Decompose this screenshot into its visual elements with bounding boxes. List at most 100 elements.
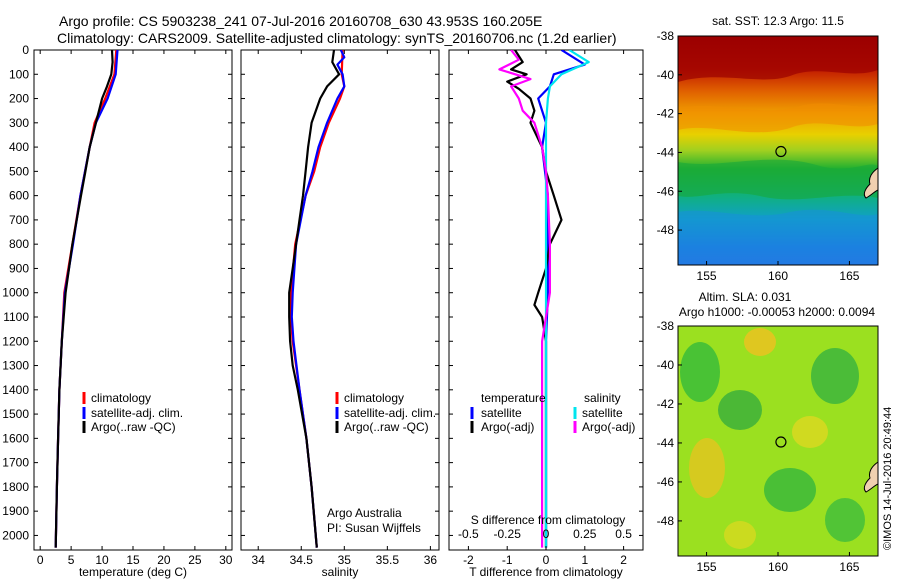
depth-tick-label: 800 xyxy=(9,237,29,251)
imos-stamp: ©IMOS 14-Jul-2016 20:49:44 xyxy=(882,407,894,550)
map-y-tick-label: -40 xyxy=(657,68,675,82)
sla-blob xyxy=(744,328,776,356)
depth-tick-label: 500 xyxy=(9,164,29,178)
x-tick-label: 34.5 xyxy=(290,553,314,567)
series-line-s-argo-adj- xyxy=(498,50,552,548)
map-x-tick-label: 160 xyxy=(768,560,788,574)
depth-tick-label: 600 xyxy=(9,189,29,203)
s-difference-axis-label: S difference from climatology xyxy=(471,513,626,527)
depth-tick-label: 1100 xyxy=(3,310,29,324)
depth-tick-label: 300 xyxy=(9,116,29,130)
pi-label: PI: Susan Wijffels xyxy=(327,521,421,535)
sla-argo-marker xyxy=(775,436,787,448)
sla-blob xyxy=(764,468,816,512)
depth-tick-label: 1000 xyxy=(2,286,29,300)
sst-green-band xyxy=(678,159,878,200)
temperature-legend: climatology satellite-adj. clim. Argo(..… xyxy=(82,391,183,434)
sla-blob xyxy=(689,438,725,498)
sst-cool-band xyxy=(678,209,878,265)
depth-tick-label: 1700 xyxy=(2,456,29,470)
map-y-tick-label: -42 xyxy=(657,397,675,411)
temperature-series xyxy=(54,50,119,548)
depth-tick-label: 900 xyxy=(9,261,29,275)
x-tick-label: 34 xyxy=(252,553,266,567)
salinity-series xyxy=(288,50,346,548)
map-y-tick-label: -40 xyxy=(657,358,675,372)
map-x-tick-label: 160 xyxy=(768,269,788,283)
x-top-tick-label: -0.5 xyxy=(458,527,479,541)
sla-map xyxy=(678,326,878,556)
legend-title-salinity: salinity xyxy=(584,391,621,405)
x-tick-label: 5 xyxy=(68,553,75,567)
t-difference-axis-label: T difference from climatology xyxy=(469,565,623,579)
sst-map-axes: 155 160 165 -38 -40 -42 -44 -46 -48 xyxy=(657,29,860,283)
x-tick-label: 25 xyxy=(188,553,202,567)
map-y-tick-label: -48 xyxy=(657,514,675,528)
depth-tick-label: 100 xyxy=(9,67,29,81)
map-x-tick-label: 165 xyxy=(839,269,859,283)
sst-argo-marker xyxy=(775,145,787,158)
depth-tick-label: 2000 xyxy=(2,528,29,542)
salinity-legend: climatology satellite-adj. clim. Argo(..… xyxy=(335,391,436,434)
depth-tick-label: 1600 xyxy=(2,431,29,445)
map-y-tick-label: -44 xyxy=(657,436,675,450)
x-tick-label: 10 xyxy=(95,553,109,567)
legend-label-argo: Argo(..raw -QC) xyxy=(344,420,429,434)
sst-front-1 xyxy=(678,103,878,133)
depth-tick-label: 400 xyxy=(9,140,29,154)
depth-tick-label: 1400 xyxy=(2,383,29,397)
depth-tick-label: 1300 xyxy=(2,359,29,373)
sla-map-title-1: Altim. SLA: 0.031 xyxy=(699,290,792,304)
institution-label: Argo Australia xyxy=(327,506,402,520)
legend-label-s-satellite: satellite xyxy=(582,406,623,420)
depth-tick-label: 0 xyxy=(22,43,29,57)
x-top-tick-label: 0.25 xyxy=(573,527,597,541)
legend-label-s-argo: Argo(-adj) xyxy=(582,420,635,434)
temperature-x-axis: 0 5 10 15 20 25 30 xyxy=(37,50,233,567)
map-x-tick-label: 155 xyxy=(697,269,717,283)
salinity-axis-label: salinity xyxy=(322,565,359,579)
legend-label-argo: Argo(..raw -QC) xyxy=(91,420,176,434)
x-tick-label: 36 xyxy=(424,553,438,567)
depth-tick-label: 1200 xyxy=(2,334,29,348)
map-x-tick-label: 155 xyxy=(697,560,717,574)
legend-title-temperature: temperature xyxy=(481,391,546,405)
x-top-tick-label: 0 xyxy=(543,527,550,541)
sla-map-axes: 155 160 165 -38 -40 -42 -44 -46 -48 xyxy=(657,319,860,574)
x-top-tick-label: 0.5 xyxy=(615,527,632,541)
x-top-tick-label: -0.25 xyxy=(494,527,522,541)
sla-blob xyxy=(825,498,865,542)
depth-tick-label: 1500 xyxy=(2,407,29,421)
sst-map xyxy=(678,36,878,265)
legend-label-satellite: satellite-adj. clim. xyxy=(91,406,183,420)
x-tick-label: 20 xyxy=(157,553,171,567)
sla-blob xyxy=(724,521,756,549)
x-tick-label: 0 xyxy=(543,553,550,567)
sst-coastline xyxy=(863,167,878,199)
difference-legend: temperature salinity satellite Argo(-adj… xyxy=(470,391,635,434)
legend-label-climatology: climatology xyxy=(344,391,404,405)
salinity-panel-frame xyxy=(240,49,440,551)
map-y-tick-label: -46 xyxy=(657,475,675,489)
legend-label-climatology: climatology xyxy=(91,391,151,405)
x-tick-label: -1 xyxy=(502,553,513,567)
series-line-satellite-adj-clim- xyxy=(290,50,346,548)
sst-warm-core xyxy=(678,36,878,82)
x-tick-label: 30 xyxy=(219,553,233,567)
series-line-argo-raw-qc- xyxy=(288,50,341,548)
map-y-tick-label: -48 xyxy=(657,223,675,237)
depth-axis: 0 100 200 300 400 500 600 700 800 900 1000 1100 1200… xyxy=(2,43,643,542)
depth-tick-label: 1800 xyxy=(2,480,29,494)
sst-map-title: sat. SST: 12.3 Argo: 11.5 xyxy=(712,14,844,28)
sla-blob xyxy=(680,342,720,402)
map-y-tick-label: -44 xyxy=(657,145,675,159)
legend-label-t-satellite: satellite xyxy=(481,406,522,420)
depth-tick-label: 1900 xyxy=(2,504,29,518)
sla-coastline xyxy=(863,461,878,493)
sla-blob xyxy=(792,416,828,448)
map-y-tick-label: -42 xyxy=(657,107,675,121)
difference-series xyxy=(498,50,590,548)
temperature-panel-frame xyxy=(33,49,233,551)
series-line-argo-raw-qc- xyxy=(54,50,114,548)
